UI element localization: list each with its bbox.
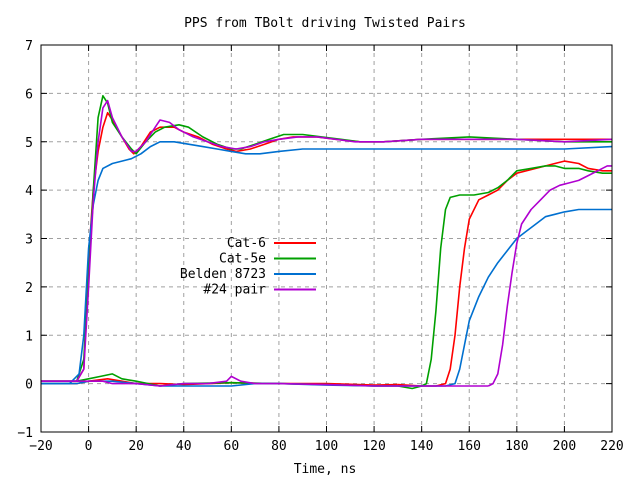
x-tick-label: 40 [176, 439, 192, 454]
series-line-rise_2 [397, 165, 612, 390]
y-tick-label: 5 [25, 136, 33, 151]
x-tick-label: −20 [29, 439, 52, 454]
x-tick-label: 100 [315, 439, 338, 454]
series-line-low_1 [41, 375, 489, 387]
x-tick-label: 200 [553, 439, 576, 454]
axis-ticks: −20 0 20 40 60 80 100 120 140 160 180 200 220 −1 0 1 2 3 4… [17, 39, 623, 454]
x-tick-label: 220 [600, 439, 623, 454]
series-line-rise_2 [487, 165, 612, 387]
y-tick-label: −1 [17, 426, 33, 441]
x-tick-label: 140 [410, 439, 433, 454]
plot-frame [40, 44, 613, 433]
x-tick-label: 160 [458, 439, 481, 454]
x-tick-label: 80 [271, 439, 287, 454]
legend-label: #24 pair [203, 283, 266, 298]
series-line-rise_2 [421, 208, 612, 387]
x-axis-label: Time, ns [294, 462, 357, 477]
y-tick-label: 7 [25, 39, 33, 54]
series-line-rise_1 [41, 99, 613, 382]
y-tick-label: 1 [25, 329, 33, 344]
x-tick-label: 60 [224, 439, 240, 454]
legend-label: Cat-6 [227, 236, 266, 251]
y-tick-label: 4 [25, 184, 33, 199]
series-3 [41, 99, 613, 387]
y-tick-label: 0 [25, 378, 33, 393]
series-line-rise_2 [397, 160, 612, 387]
x-tick-label: 120 [362, 439, 385, 454]
x-tick-label: 20 [128, 439, 144, 454]
chart-title: PPS from TBolt driving Twisted Pairs [184, 16, 466, 31]
y-tick-label: 3 [25, 233, 33, 248]
series-group [41, 95, 613, 390]
y-tick-label: 6 [25, 87, 33, 102]
x-tick-label: 180 [505, 439, 528, 454]
legend-label: Cat-5e [219, 252, 266, 267]
x-tick-label: 0 [85, 439, 93, 454]
legend-label: Belden 8723 [180, 267, 266, 282]
y-tick-label: 2 [25, 281, 33, 296]
